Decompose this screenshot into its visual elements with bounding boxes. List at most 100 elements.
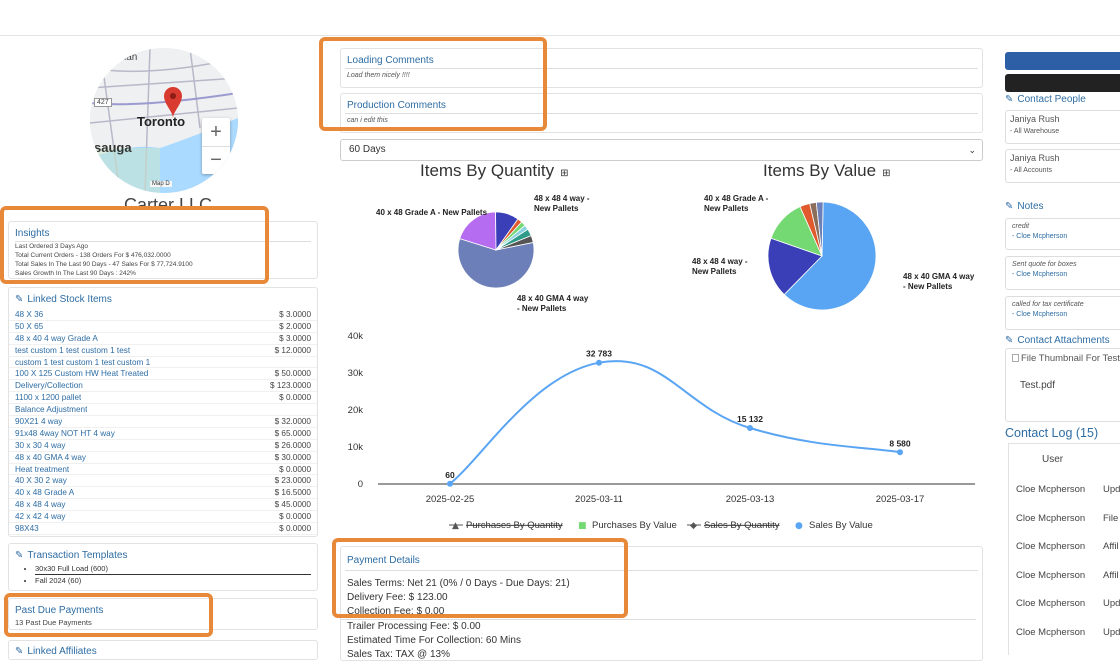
- table-icon[interactable]: ⊞: [882, 168, 891, 179]
- stock-item-name[interactable]: 48 X 36: [15, 310, 44, 319]
- loading-comments-text[interactable]: Load them nicely !!!!: [347, 72, 410, 79]
- stock-item-row[interactable]: 100 X 125 Custom HW Heat Treated $ 50.000…: [9, 368, 317, 381]
- template-item[interactable]: Fall 2024 (60): [35, 575, 317, 586]
- template-item[interactable]: 30x30 Full Load (600): [35, 563, 311, 575]
- stock-item-row[interactable]: 48 X 36 $ 3.0000: [9, 309, 317, 321]
- y-tick-label: 20k: [348, 405, 364, 416]
- stock-item-price: $ 123.0000: [270, 381, 311, 391]
- contact-log-row[interactable]: Cloe Mcpherson Affil: [1016, 541, 1119, 552]
- note-author[interactable]: - Cloe Mcpherson: [1012, 233, 1068, 240]
- stock-item-name[interactable]: 30 x 30 4 way: [15, 440, 66, 450]
- zoom-out-button[interactable]: −: [202, 146, 230, 174]
- stock-item-name[interactable]: 91x48 4way NOT HT 4 way: [15, 428, 115, 438]
- contact-attachments-title[interactable]: Contact Attachments: [1005, 335, 1109, 346]
- stock-item-name[interactable]: Balance Adjustment: [15, 405, 88, 415]
- stock-item-name[interactable]: 50 X 65: [15, 321, 44, 331]
- stock-item-price: $ 45.0000: [274, 500, 311, 510]
- series-line-sales-by-value[interactable]: [449, 360, 901, 485]
- primary-action-button[interactable]: [1005, 52, 1120, 70]
- legend-marker: ■: [578, 521, 587, 531]
- stock-item-row[interactable]: 48 x 48 4 way $ 45.0000: [9, 499, 317, 512]
- data-point[interactable]: [897, 449, 903, 456]
- attachment-card[interactable]: File Thumbnail For Test Test.pdf: [1005, 348, 1120, 422]
- stock-item-row[interactable]: 90X21 4 way $ 32.0000: [9, 416, 317, 428]
- insights-panel: Insights Last Ordered 3 Days Ago Total C…: [8, 221, 318, 279]
- secondary-action-button[interactable]: [1005, 74, 1120, 92]
- data-point[interactable]: [596, 359, 602, 366]
- contact-card[interactable]: Janiya Rush - All Warehouse: [1005, 110, 1120, 144]
- table-icon[interactable]: ⊞: [560, 168, 569, 179]
- stock-item-name[interactable]: custom 1 test custom 1 test custom 1: [15, 357, 151, 367]
- value-pie-chart[interactable]: [760, 200, 884, 312]
- stock-item-row[interactable]: Balance Adjustment: [9, 404, 317, 417]
- contact-log-row[interactable]: Cloe Mcpherson File: [1016, 513, 1118, 524]
- stock-item-name[interactable]: 42 x 42 4 way: [15, 512, 66, 522]
- stock-item-row[interactable]: 91x48 4way NOT HT 4 way $ 65.0000: [9, 428, 317, 440]
- contact-log-title[interactable]: Contact Log (15): [1005, 426, 1099, 440]
- legend-item[interactable]: ● Sales By Value: [795, 520, 873, 531]
- stock-item-row[interactable]: test custom 1 test custom 1 test $ 12.000…: [9, 345, 317, 357]
- stock-item-name[interactable]: 98X43: [15, 524, 39, 534]
- zoom-in-button[interactable]: +: [210, 121, 222, 143]
- payment-line: Sales Terms: Net 21 (0% / 0 Days - Due D…: [347, 578, 570, 589]
- legend-item[interactable]: ◆ Sales By Quantity: [687, 520, 780, 531]
- stock-item-row[interactable]: Heat treatment $ 0.0000: [9, 464, 317, 476]
- linked-stock-title[interactable]: Linked Stock Items: [9, 288, 317, 309]
- pie-label: 48 x 48 4 way - New Pallets: [692, 257, 748, 276]
- payment-line: Trailer Processing Fee: $ 0.00: [347, 621, 481, 632]
- stock-item-name[interactable]: 40 X 30 2 way: [15, 476, 67, 486]
- pie-slice[interactable]: [767, 237, 823, 296]
- period-select[interactable]: 60 Days ⌄: [340, 139, 983, 161]
- contact-card[interactable]: Janiya Rush - All Accounts: [1005, 149, 1120, 183]
- stock-item-name[interactable]: 1100 x 1200 pallet: [15, 393, 82, 403]
- stock-item-price: $ 3.0000: [279, 333, 311, 343]
- stock-item-row[interactable]: 42 x 42 4 way $ 0.0000: [9, 511, 317, 524]
- stock-item-name[interactable]: Delivery/Collection: [15, 381, 83, 391]
- contact-log-row[interactable]: Cloe Mcpherson Upd: [1016, 598, 1120, 609]
- stock-item-row[interactable]: 40 x 48 Grade A $ 16.5000: [9, 487, 317, 500]
- stock-item-name[interactable]: 100 X 125 Custom HW Heat Treated: [15, 369, 149, 379]
- stock-item-name[interactable]: 48 x 48 4 way: [15, 500, 66, 510]
- stock-item-row[interactable]: 98X43 $ 0.0000: [9, 523, 317, 535]
- note-author[interactable]: - Cloe Mcpherson: [1012, 311, 1068, 318]
- pie-slice[interactable]: [459, 211, 497, 251]
- pie-slice[interactable]: [815, 201, 824, 257]
- quantity-chart-title: Items By Quantity ⊞: [420, 161, 569, 181]
- contact-log-header-user: User: [1042, 454, 1064, 465]
- stock-item-row[interactable]: 50 X 65 $ 2.0000: [9, 321, 317, 333]
- contact-log-row[interactable]: Cloe Mcpherson Upd: [1016, 484, 1120, 495]
- note-author[interactable]: - Cloe Mcpherson: [1012, 271, 1068, 278]
- pie-slice[interactable]: [495, 235, 534, 251]
- production-comments-text[interactable]: can i edit this: [347, 117, 388, 124]
- stock-item-row[interactable]: 30 x 30 4 way $ 26.0000: [9, 440, 317, 452]
- data-point[interactable]: [447, 480, 453, 487]
- stock-item-name[interactable]: 90X21 4 way: [15, 417, 63, 427]
- stock-item-name[interactable]: test custom 1 test custom 1 test: [15, 345, 131, 355]
- stock-item-name[interactable]: 40 x 48 Grade A: [15, 488, 75, 498]
- stock-item-name[interactable]: 48 x 40 GMA 4 way: [15, 452, 86, 462]
- stock-item-row[interactable]: 40 X 30 2 way $ 23.0000: [9, 475, 317, 488]
- legend-item[interactable]: ▲ Purchases By Quantity: [449, 520, 563, 531]
- contact-log-row[interactable]: Cloe Mcpherson Upd: [1016, 627, 1120, 638]
- linked-affiliates-title[interactable]: Linked Affiliates: [9, 641, 317, 659]
- location-map[interactable]: Toronto sauga lan 427 + − Map D: [90, 48, 238, 193]
- pie-slice[interactable]: [783, 201, 877, 311]
- stock-item-row[interactable]: 48 x 40 4 way Grade A $ 3.0000: [9, 333, 317, 345]
- quantity-pie-chart[interactable]: [456, 210, 536, 290]
- stock-item-name[interactable]: 48 x 40 4 way Grade A: [15, 333, 98, 343]
- legend-item[interactable]: ■ Purchases By Value: [578, 520, 677, 531]
- payment-line: Estimated Time For Collection: 60 Mins: [347, 635, 521, 646]
- transaction-templates-title[interactable]: Transaction Templates: [9, 544, 317, 563]
- stock-item-row[interactable]: custom 1 test custom 1 test custom 1: [9, 357, 317, 369]
- stock-item-row[interactable]: 1100 x 1200 pallet $ 0.0000: [9, 392, 317, 405]
- contact-people-title[interactable]: Contact People: [1005, 94, 1085, 105]
- attachment-filename[interactable]: Test.pdf: [1020, 380, 1056, 391]
- contact-log-row[interactable]: Cloe Mcpherson Affil: [1016, 570, 1119, 581]
- stock-item-row[interactable]: 48 x 40 GMA 4 way $ 30.0000: [9, 452, 317, 464]
- notes-title[interactable]: Notes: [1005, 201, 1043, 212]
- pie-slice[interactable]: [457, 238, 535, 289]
- stock-item-row[interactable]: Delivery/Collection $ 123.0000: [9, 380, 317, 393]
- data-point[interactable]: [747, 425, 753, 432]
- stock-item-name[interactable]: Heat treatment: [15, 464, 70, 474]
- stock-item-price: $ 50.0000: [274, 369, 311, 379]
